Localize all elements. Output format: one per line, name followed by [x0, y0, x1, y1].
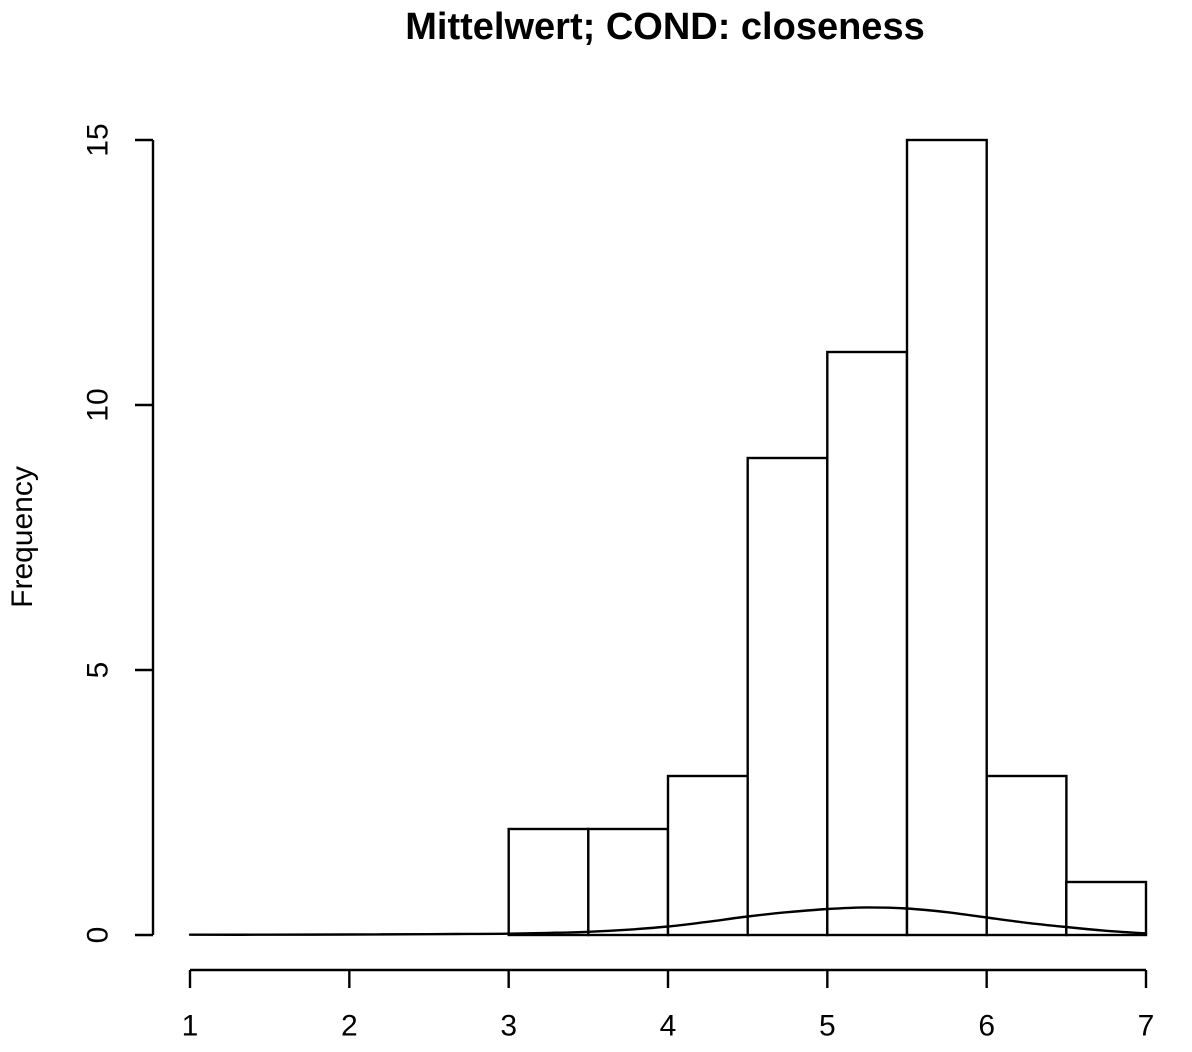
histogram-bar [826, 350, 909, 937]
y-tick-label: 10 [82, 388, 115, 421]
x-tick-label: 6 [978, 1010, 995, 1043]
histogram-bar [1065, 880, 1148, 937]
histogram-bar [746, 456, 829, 937]
histogram-bar [666, 774, 749, 937]
y-tick-label: 15 [82, 123, 115, 156]
x-tick-label: 7 [1138, 1010, 1155, 1043]
histogram-bar [905, 138, 988, 937]
y-tick-label: 0 [82, 927, 115, 944]
y-axis-label: Frequency [6, 466, 39, 608]
x-tick-label: 4 [660, 1010, 677, 1043]
histogram-bar [507, 827, 590, 937]
y-tick-label: 5 [82, 662, 115, 679]
x-tick-label: 1 [182, 1010, 199, 1043]
histogram-bar [587, 827, 670, 937]
x-tick-label: 2 [341, 1010, 358, 1043]
x-tick-label: 5 [819, 1010, 836, 1043]
histogram-bar [985, 774, 1068, 937]
chart-title: Mittelwert; COND: closeness [405, 6, 925, 48]
x-tick-label: 3 [500, 1010, 517, 1043]
density-curve [188, 906, 1148, 936]
